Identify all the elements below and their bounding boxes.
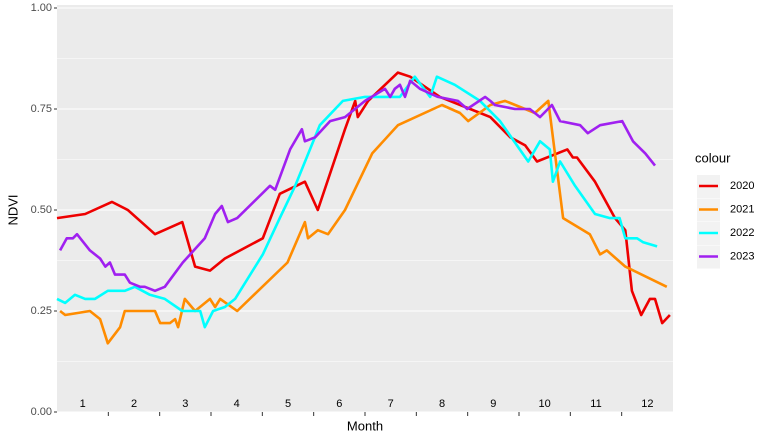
y-tick-label: 1.00 [31, 2, 52, 14]
legend-label: 2021 [730, 203, 754, 215]
x-tick-label: 6 [336, 398, 342, 410]
legend-label: 2023 [730, 250, 754, 262]
legend-title: colour [695, 150, 731, 165]
x-tick-label: 1 [80, 398, 86, 410]
x-tick-label: 3 [182, 398, 188, 410]
x-tick-label: 10 [539, 398, 551, 410]
series-line [56, 75, 658, 329]
x-tick-label: 7 [388, 398, 394, 410]
x-axis-title: Month [347, 418, 383, 433]
y-axis-title: NDVI [5, 194, 20, 225]
x-tick-label: 4 [234, 398, 240, 410]
y-tick-label: 0.00 [31, 406, 52, 418]
x-tick-label: 11 [590, 398, 601, 410]
y-tick-label: 0.75 [31, 103, 52, 115]
series-line [56, 71, 671, 325]
x-tick-label: 9 [490, 398, 496, 410]
series-line [58, 79, 657, 293]
y-tick-label: 0.50 [31, 204, 52, 216]
panel [57, 5, 673, 412]
x-tick-label: 12 [641, 398, 653, 410]
x-tick-label: 2 [131, 398, 137, 410]
x-tick-label: 5 [285, 398, 291, 410]
plot [57, 5, 673, 413]
y-tick-label: 0.25 [31, 305, 52, 317]
series-line [59, 99, 668, 345]
legend-label: 2022 [730, 227, 754, 239]
legend-label: 2020 [730, 180, 754, 192]
x-tick-label: 8 [439, 398, 445, 410]
